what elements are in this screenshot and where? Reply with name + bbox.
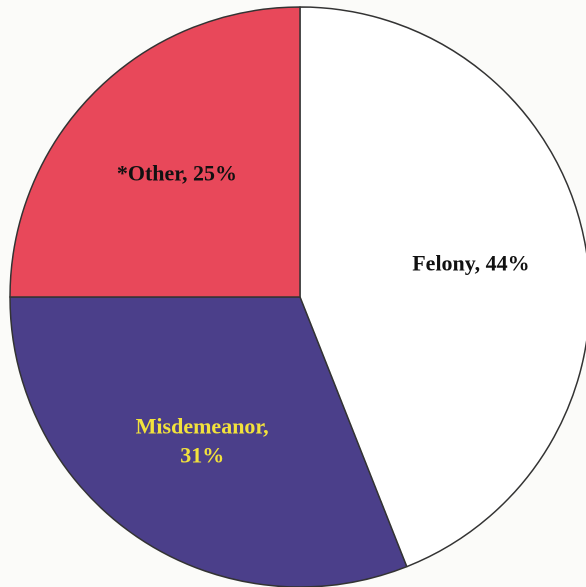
- pie-slice: [299, 6, 586, 568]
- data-label: *Other, 25%: [116, 160, 238, 186]
- data-label: Felony, 44%: [412, 251, 530, 277]
- pie-slice: [9, 6, 301, 298]
- pie-slice: [9, 296, 408, 587]
- data-label: Misdemeanor, 31%: [135, 413, 269, 467]
